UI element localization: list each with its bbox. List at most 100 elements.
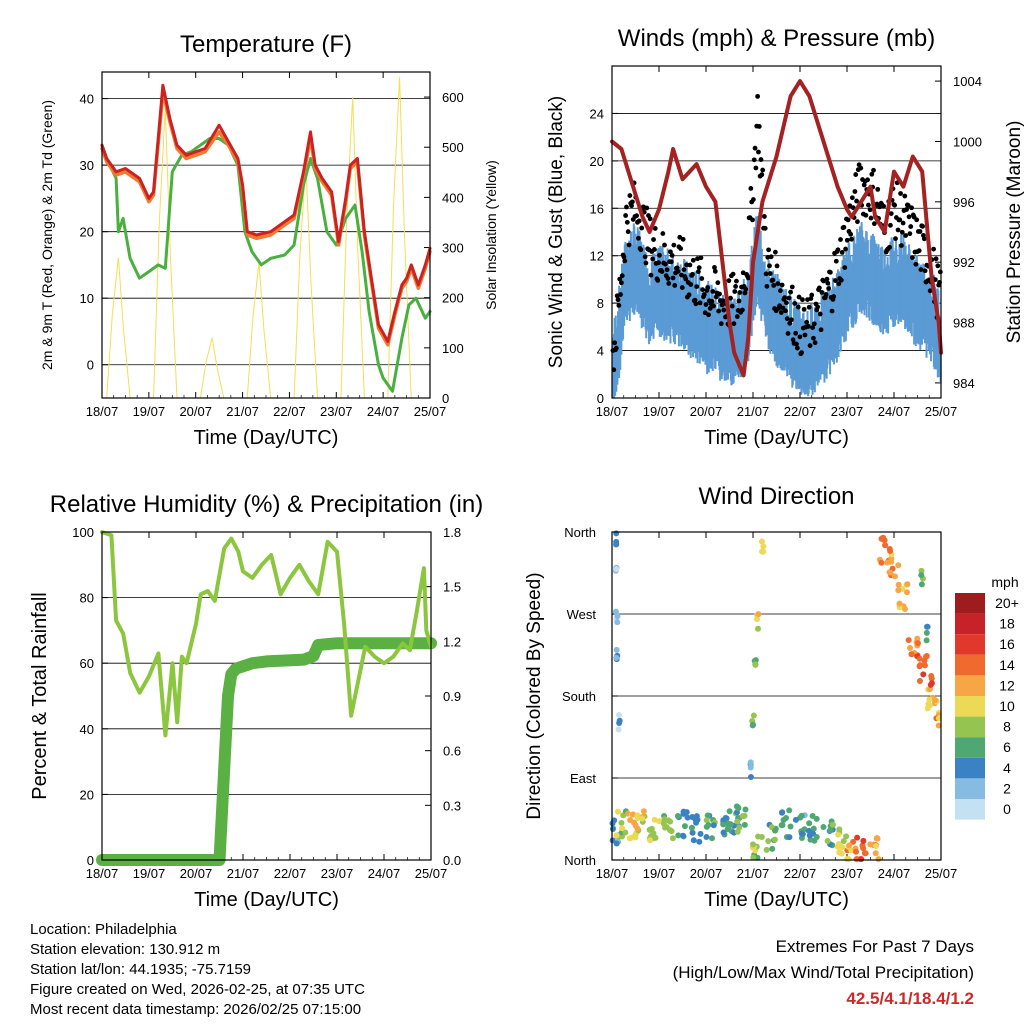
- wind-direction-point: [684, 814, 691, 821]
- wind-direction-point: [904, 581, 911, 588]
- colorbar-swatch: [955, 634, 985, 655]
- gust-point: [669, 252, 675, 258]
- gust-point: [688, 282, 694, 287]
- gust-point: [696, 265, 702, 271]
- gust-point: [766, 247, 772, 253]
- rh-ytick-label: 60: [80, 656, 94, 671]
- figure-created: Figure created on Wed, 2026-02-25, at 07…: [30, 981, 365, 998]
- rh-xlabel: Time (Day/UTC): [194, 889, 339, 911]
- colorbar-swatch: [955, 613, 985, 635]
- temp-ytick-label: 40: [80, 92, 94, 107]
- gust-point: [662, 261, 668, 267]
- gust-point: [759, 172, 765, 178]
- gust-point: [888, 222, 893, 228]
- wind-direction-point: [680, 832, 687, 839]
- wind-direction-point: [835, 841, 842, 848]
- wind-direction-point: [780, 817, 787, 824]
- gust-point: [767, 263, 772, 269]
- wind-direction-point: [860, 845, 867, 852]
- wind-direction-point: [924, 705, 931, 712]
- data-timestamp: Most recent data timestamp: 2026/02/25 0…: [30, 1001, 362, 1018]
- rh-xtick-label: 21/07: [227, 866, 260, 881]
- station-info: Location: Philadelphia Station elevation…: [30, 920, 365, 1020]
- gust-point: [784, 316, 790, 322]
- wind-direction-point: [916, 655, 923, 662]
- wind-direction-point: [616, 711, 623, 718]
- wdir-xtick-label: 21/07: [737, 866, 770, 881]
- gust-point: [662, 242, 667, 248]
- wind-direction-point: [867, 841, 874, 848]
- wind-xtick-label: 23/07: [831, 404, 864, 419]
- wind-direction-point: [626, 835, 633, 842]
- wind-direction-point: [763, 846, 770, 853]
- wdir-ytick-label: North: [564, 853, 596, 868]
- gust-point: [905, 203, 911, 208]
- gust-point: [800, 297, 805, 303]
- gust-point: [730, 271, 736, 277]
- gust-point: [616, 303, 622, 308]
- wdir-xtick-label: 20/07: [690, 866, 723, 881]
- gust-point: [823, 292, 829, 297]
- gust-point: [888, 211, 894, 217]
- gust-point: [733, 284, 739, 289]
- gust-point: [762, 225, 768, 231]
- solar-insolation-spike: [340, 97, 365, 399]
- gust-point: [893, 236, 898, 242]
- wind-direction-point: [792, 816, 799, 823]
- wind-direction-point: [681, 823, 688, 830]
- gust-point: [831, 294, 837, 299]
- wind-direction-point: [720, 817, 727, 824]
- wind-direction-point: [622, 829, 629, 836]
- wind-direction-point: [769, 845, 776, 852]
- gust-point: [763, 271, 769, 277]
- gust-point: [635, 235, 641, 241]
- wind-direction-point: [613, 530, 620, 537]
- wind-direction-point: [747, 764, 754, 771]
- gust-point: [778, 310, 784, 315]
- gust-point: [910, 255, 915, 261]
- gust-point: [783, 300, 789, 306]
- gust-point: [706, 312, 711, 318]
- temp-y2tick-label: 400: [442, 190, 464, 205]
- wind-y2tick-label: 988: [953, 316, 975, 331]
- gust-point: [692, 297, 698, 303]
- wind-panel: 0 4 8 12 16 20 24 18/07 19/07 20/07 21/07 22/07 23/0…: [546, 25, 1024, 449]
- gust-point: [774, 263, 780, 269]
- wind-direction-point: [619, 825, 626, 832]
- gust-point: [750, 217, 755, 223]
- wind-direction-point: [615, 726, 622, 733]
- gust-point: [779, 282, 785, 288]
- gust-point: [902, 193, 908, 199]
- extremes-title: Extremes For Past 7 Days: [775, 937, 974, 956]
- gust-point: [699, 276, 705, 281]
- wind-y2tick-label: 992: [953, 255, 975, 270]
- wind-direction-point: [829, 821, 836, 828]
- gust-point: [761, 214, 767, 219]
- temp-y2tick-label: 100: [442, 341, 464, 356]
- gust-point: [651, 247, 657, 252]
- wind-direction-point: [632, 834, 639, 841]
- rh-ylabel: Percent & Total Rainfall: [29, 592, 51, 800]
- gust-point: [686, 292, 692, 298]
- gust-point: [825, 280, 831, 286]
- gust-point: [772, 249, 778, 255]
- gust-point: [881, 203, 887, 209]
- wind-direction-point: [613, 541, 620, 548]
- wdir-ylabel: Direction (Colored By Speed): [524, 572, 545, 819]
- rh-y2tick-label: 0.9: [443, 689, 461, 704]
- wind-direction-point: [710, 822, 717, 829]
- gust-point: [712, 265, 717, 270]
- gust-point: [717, 291, 722, 297]
- gust-point: [909, 205, 914, 211]
- wind-direction-point: [882, 542, 889, 549]
- temp-y2label: Solar Insolation (Yellow): [483, 160, 499, 310]
- wind-direction-point: [880, 534, 887, 541]
- wind-direction-point: [935, 722, 942, 729]
- plot-border: [611, 531, 942, 861]
- gust-point: [817, 311, 823, 317]
- wind-direction-point: [887, 569, 894, 576]
- wdir-title: Wind Direction: [698, 483, 854, 510]
- gust-point: [887, 244, 892, 250]
- gust-point: [827, 269, 833, 275]
- gust-point: [927, 288, 933, 294]
